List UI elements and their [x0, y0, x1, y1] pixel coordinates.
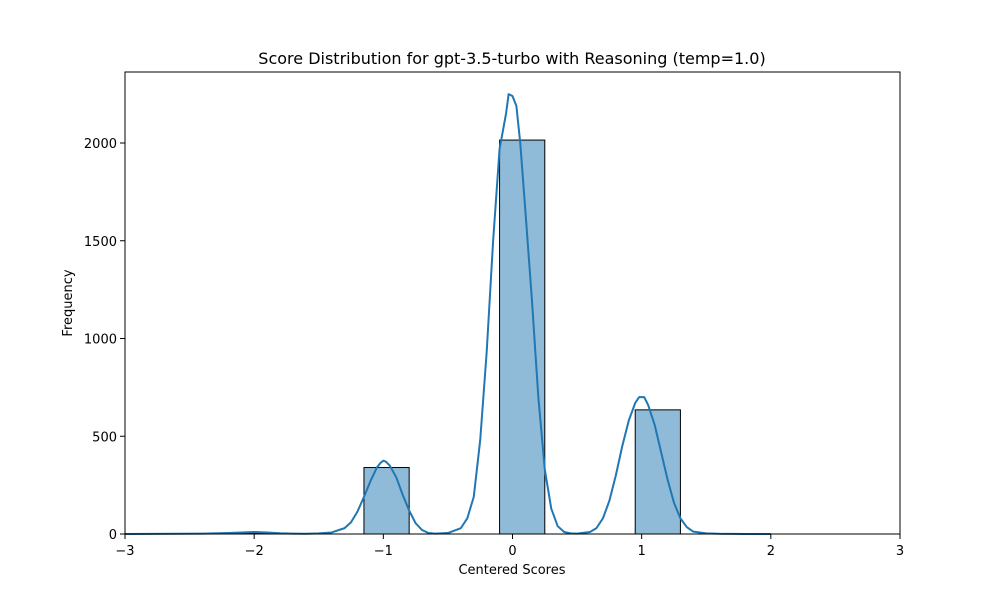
- y-tick-label: 1500: [84, 235, 117, 250]
- y-tick-label: 0: [109, 528, 117, 543]
- histogram-bar-1: [363, 467, 410, 535]
- bars-group: [227, 139, 681, 535]
- y-tick-label: 500: [92, 430, 117, 445]
- histogram-bar-2: [499, 139, 546, 535]
- histogram-bar-3: [634, 409, 681, 535]
- x-tick-label: 3: [896, 544, 904, 559]
- chart-title: Score Distribution for gpt-3.5-turbo wit…: [258, 49, 765, 68]
- x-tick-label: 1: [638, 544, 646, 559]
- kde-line: [124, 93, 771, 535]
- x-tick-label: 2: [767, 544, 775, 559]
- y-axis: 0 500 1000 1500 2000: [84, 137, 125, 543]
- x-axis: −3 −2 −1 0 1 2 3: [115, 534, 904, 559]
- y-tick-label: 2000: [84, 137, 117, 152]
- x-tick-label: −1: [374, 544, 393, 559]
- y-axis-label: Frequency: [61, 269, 76, 336]
- x-tick-label: −3: [115, 544, 134, 559]
- x-tick-label: −2: [245, 544, 264, 559]
- y-tick-label: 1000: [84, 333, 117, 348]
- kde-group: [124, 93, 771, 535]
- x-axis-label: Centered Scores: [458, 563, 565, 578]
- x-tick-label: 0: [508, 544, 516, 559]
